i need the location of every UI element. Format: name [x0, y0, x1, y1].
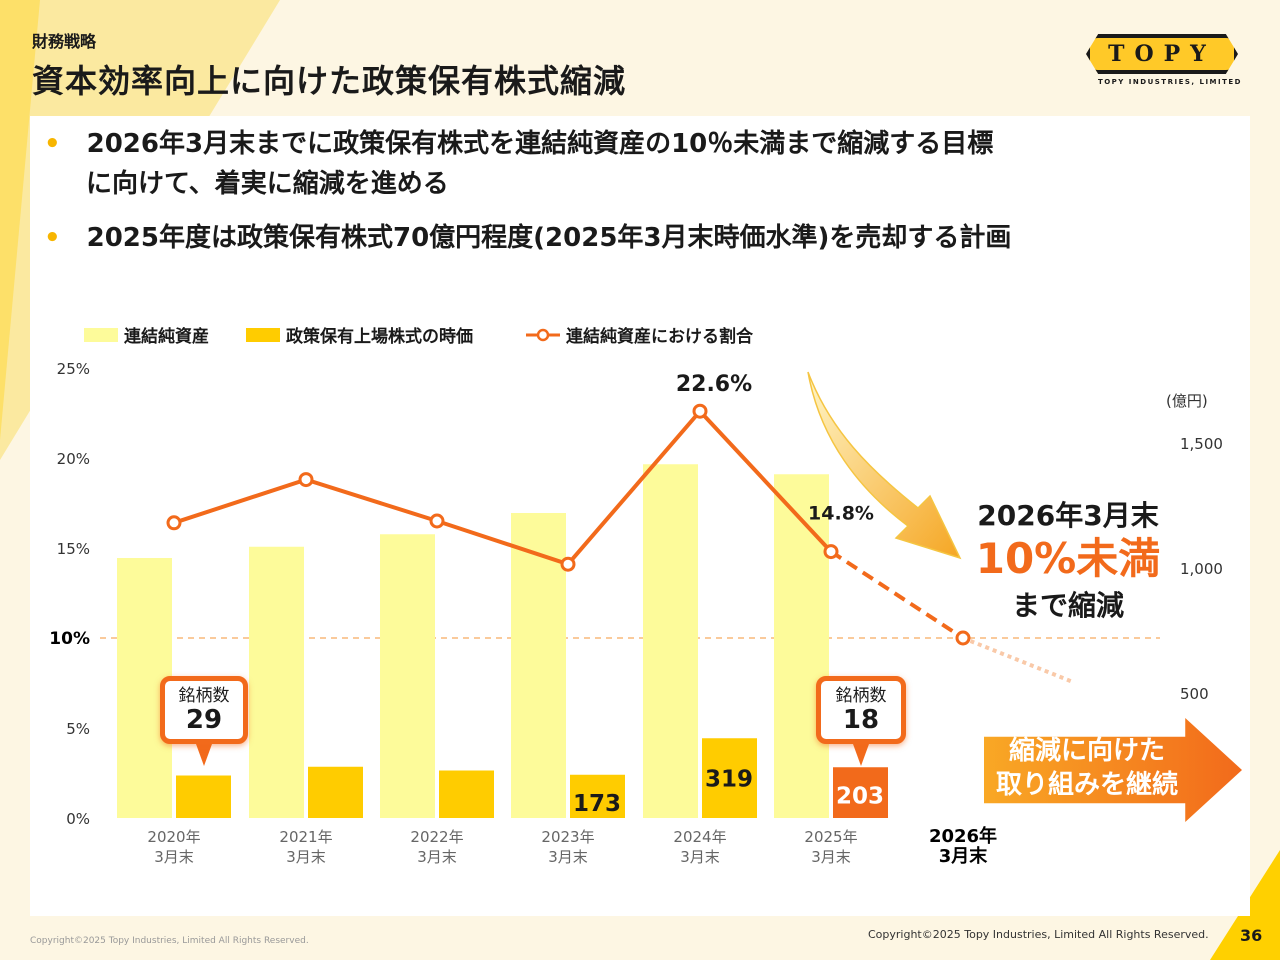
y-left-tick-label: 5% — [66, 720, 90, 738]
copyright-right: Copyright©2025 Topy Industries, Limited … — [868, 928, 1209, 941]
legend-ratio: 連結純資産における割合 — [526, 322, 753, 347]
legend-label: 連結純資産 — [124, 327, 209, 347]
net-assets-bar — [774, 474, 829, 818]
x-tick-label: 3月末 — [939, 845, 989, 867]
holdings-bar — [702, 738, 757, 818]
callout-label: 銘柄数 — [178, 686, 230, 706]
legend-swatch — [246, 327, 280, 342]
bullet-dot: • — [44, 129, 61, 159]
net-assets-bar — [380, 534, 435, 818]
y-left-tick-label: 0% — [66, 810, 90, 828]
continue-arrow-text: 縮減に向けた 取り組みを継続 — [984, 734, 1190, 802]
target-line-3: まで縮減 — [1011, 589, 1124, 622]
ratio-line-projected — [829, 549, 965, 640]
target-text: 2026年3月末 10%未満 まで縮減 — [970, 494, 1166, 624]
holdings-bar — [308, 766, 363, 818]
logo-mark: TOPY — [1086, 34, 1238, 74]
x-tick-label: 2022年 — [410, 828, 463, 846]
y-right-tick-label: 1,000 — [1180, 560, 1223, 578]
bullet-1-continued: に向けて、着実に縮減を進める — [86, 169, 449, 199]
callout-value: 29 — [185, 705, 223, 735]
ratio-point — [166, 515, 182, 531]
holdings-bar — [176, 775, 231, 818]
arrow-line-2: 取り組みを継続 — [995, 770, 1178, 800]
bullet-1-text: 2026年3月末までに政策保有株式を連結純資産の10％未満まで縮減する目標 — [86, 129, 994, 159]
downward-arrow — [807, 371, 962, 560]
legend-line-swatch — [526, 328, 560, 341]
stock-count-callout-2020: 銘柄数 29 — [160, 676, 248, 744]
y-left-tick-label: 10% — [49, 629, 90, 649]
x-tick-label: 2024年 — [673, 828, 726, 846]
y-right-tick-label: 1,500 — [1180, 435, 1223, 453]
y-left-tick-label: 15% — [57, 540, 90, 558]
x-tick-label: 2026年 — [929, 825, 997, 847]
callout-label: 銘柄数 — [835, 686, 887, 706]
ratio-point — [955, 630, 971, 646]
holdings-bar — [570, 774, 625, 818]
x-tick-label: 3月末 — [154, 848, 194, 866]
callout-pointer — [853, 744, 869, 766]
legend-label: 連結純資産における割合 — [566, 327, 753, 347]
ratio-point — [429, 513, 445, 529]
ratio-point — [560, 556, 576, 572]
x-tick-label: 3月末 — [286, 848, 326, 866]
arrow-line-1: 縮減に向けた — [1008, 736, 1165, 766]
page-title: 資本効率向上に向けた政策保有株式縮減 — [32, 62, 627, 100]
callout-value: 18 — [842, 705, 880, 735]
holdings-value-label: 319 — [705, 766, 753, 792]
bullet-2-text: 2025年度は政策保有株式70億円程度(2025年3月末時価水準)を売却する計画 — [86, 223, 1012, 253]
x-tick-label: 2021年 — [279, 828, 332, 846]
legend-holdings: 政策保有上場株式の時価 — [246, 322, 473, 347]
bullet-2: • 2025年度は政策保有株式70億円程度(2025年3月末時価水準)を売却する計… — [44, 218, 1011, 258]
legend-label: 政策保有上場株式の時価 — [286, 327, 473, 347]
holdings-bar — [439, 770, 494, 818]
legend-net-assets: 連結純資産 — [84, 322, 209, 347]
legend-swatch — [84, 327, 118, 342]
x-tick-label: 3月末 — [417, 848, 457, 866]
x-tick-label: 2020年 — [147, 828, 200, 846]
section-label: 財務戦略 — [32, 32, 97, 51]
ratio-value-label: 14.8% — [808, 503, 874, 525]
y-left-tick-label: 25% — [57, 360, 90, 378]
x-tick-label: 3月末 — [548, 848, 588, 866]
ratio-point — [298, 472, 314, 488]
callout-pointer — [196, 744, 212, 766]
stock-count-callout-2025: 銘柄数 18 — [816, 676, 906, 744]
x-tick-label: 3月末 — [811, 848, 851, 866]
ratio-point — [692, 403, 708, 419]
net-assets-bar — [511, 513, 566, 818]
bullet-dot: • — [44, 223, 61, 253]
x-tick-label: 2025年 — [804, 828, 857, 846]
ratio-line — [173, 408, 833, 567]
x-tick-label: 2023年 — [541, 828, 594, 846]
holdings-bar — [833, 767, 888, 818]
net-assets-bar — [643, 464, 698, 818]
y-right-unit: (億円) — [1166, 392, 1208, 410]
logo-subtitle: TOPY INDUSTRIES, LIMITED — [1097, 78, 1242, 86]
copyright-left: Copyright©2025 Topy Industries, Limited … — [30, 936, 309, 946]
y-left-tick-label: 20% — [57, 450, 90, 468]
ratio-value-label: 22.6% — [676, 372, 752, 397]
y-right-tick-label: 500 — [1180, 685, 1209, 703]
target-line-1: 2026年3月末 — [977, 499, 1159, 532]
bullet-1: • 2026年3月末までに政策保有株式を連結純資産の10％未満まで縮減する目標 — [44, 124, 993, 164]
page-number: 36 — [1240, 926, 1263, 945]
target-line-2: 10%未満 — [975, 534, 1161, 583]
ratio-line-fade — [962, 636, 1074, 684]
ratio-point — [823, 544, 839, 560]
net-assets-bar — [249, 546, 304, 818]
x-tick-label: 3月末 — [680, 848, 720, 866]
holdings-value-label: 203 — [836, 783, 884, 809]
company-logo: TOPY TOPY INDUSTRIES, LIMITED — [1086, 34, 1242, 90]
holdings-value-label: 173 — [573, 791, 621, 817]
